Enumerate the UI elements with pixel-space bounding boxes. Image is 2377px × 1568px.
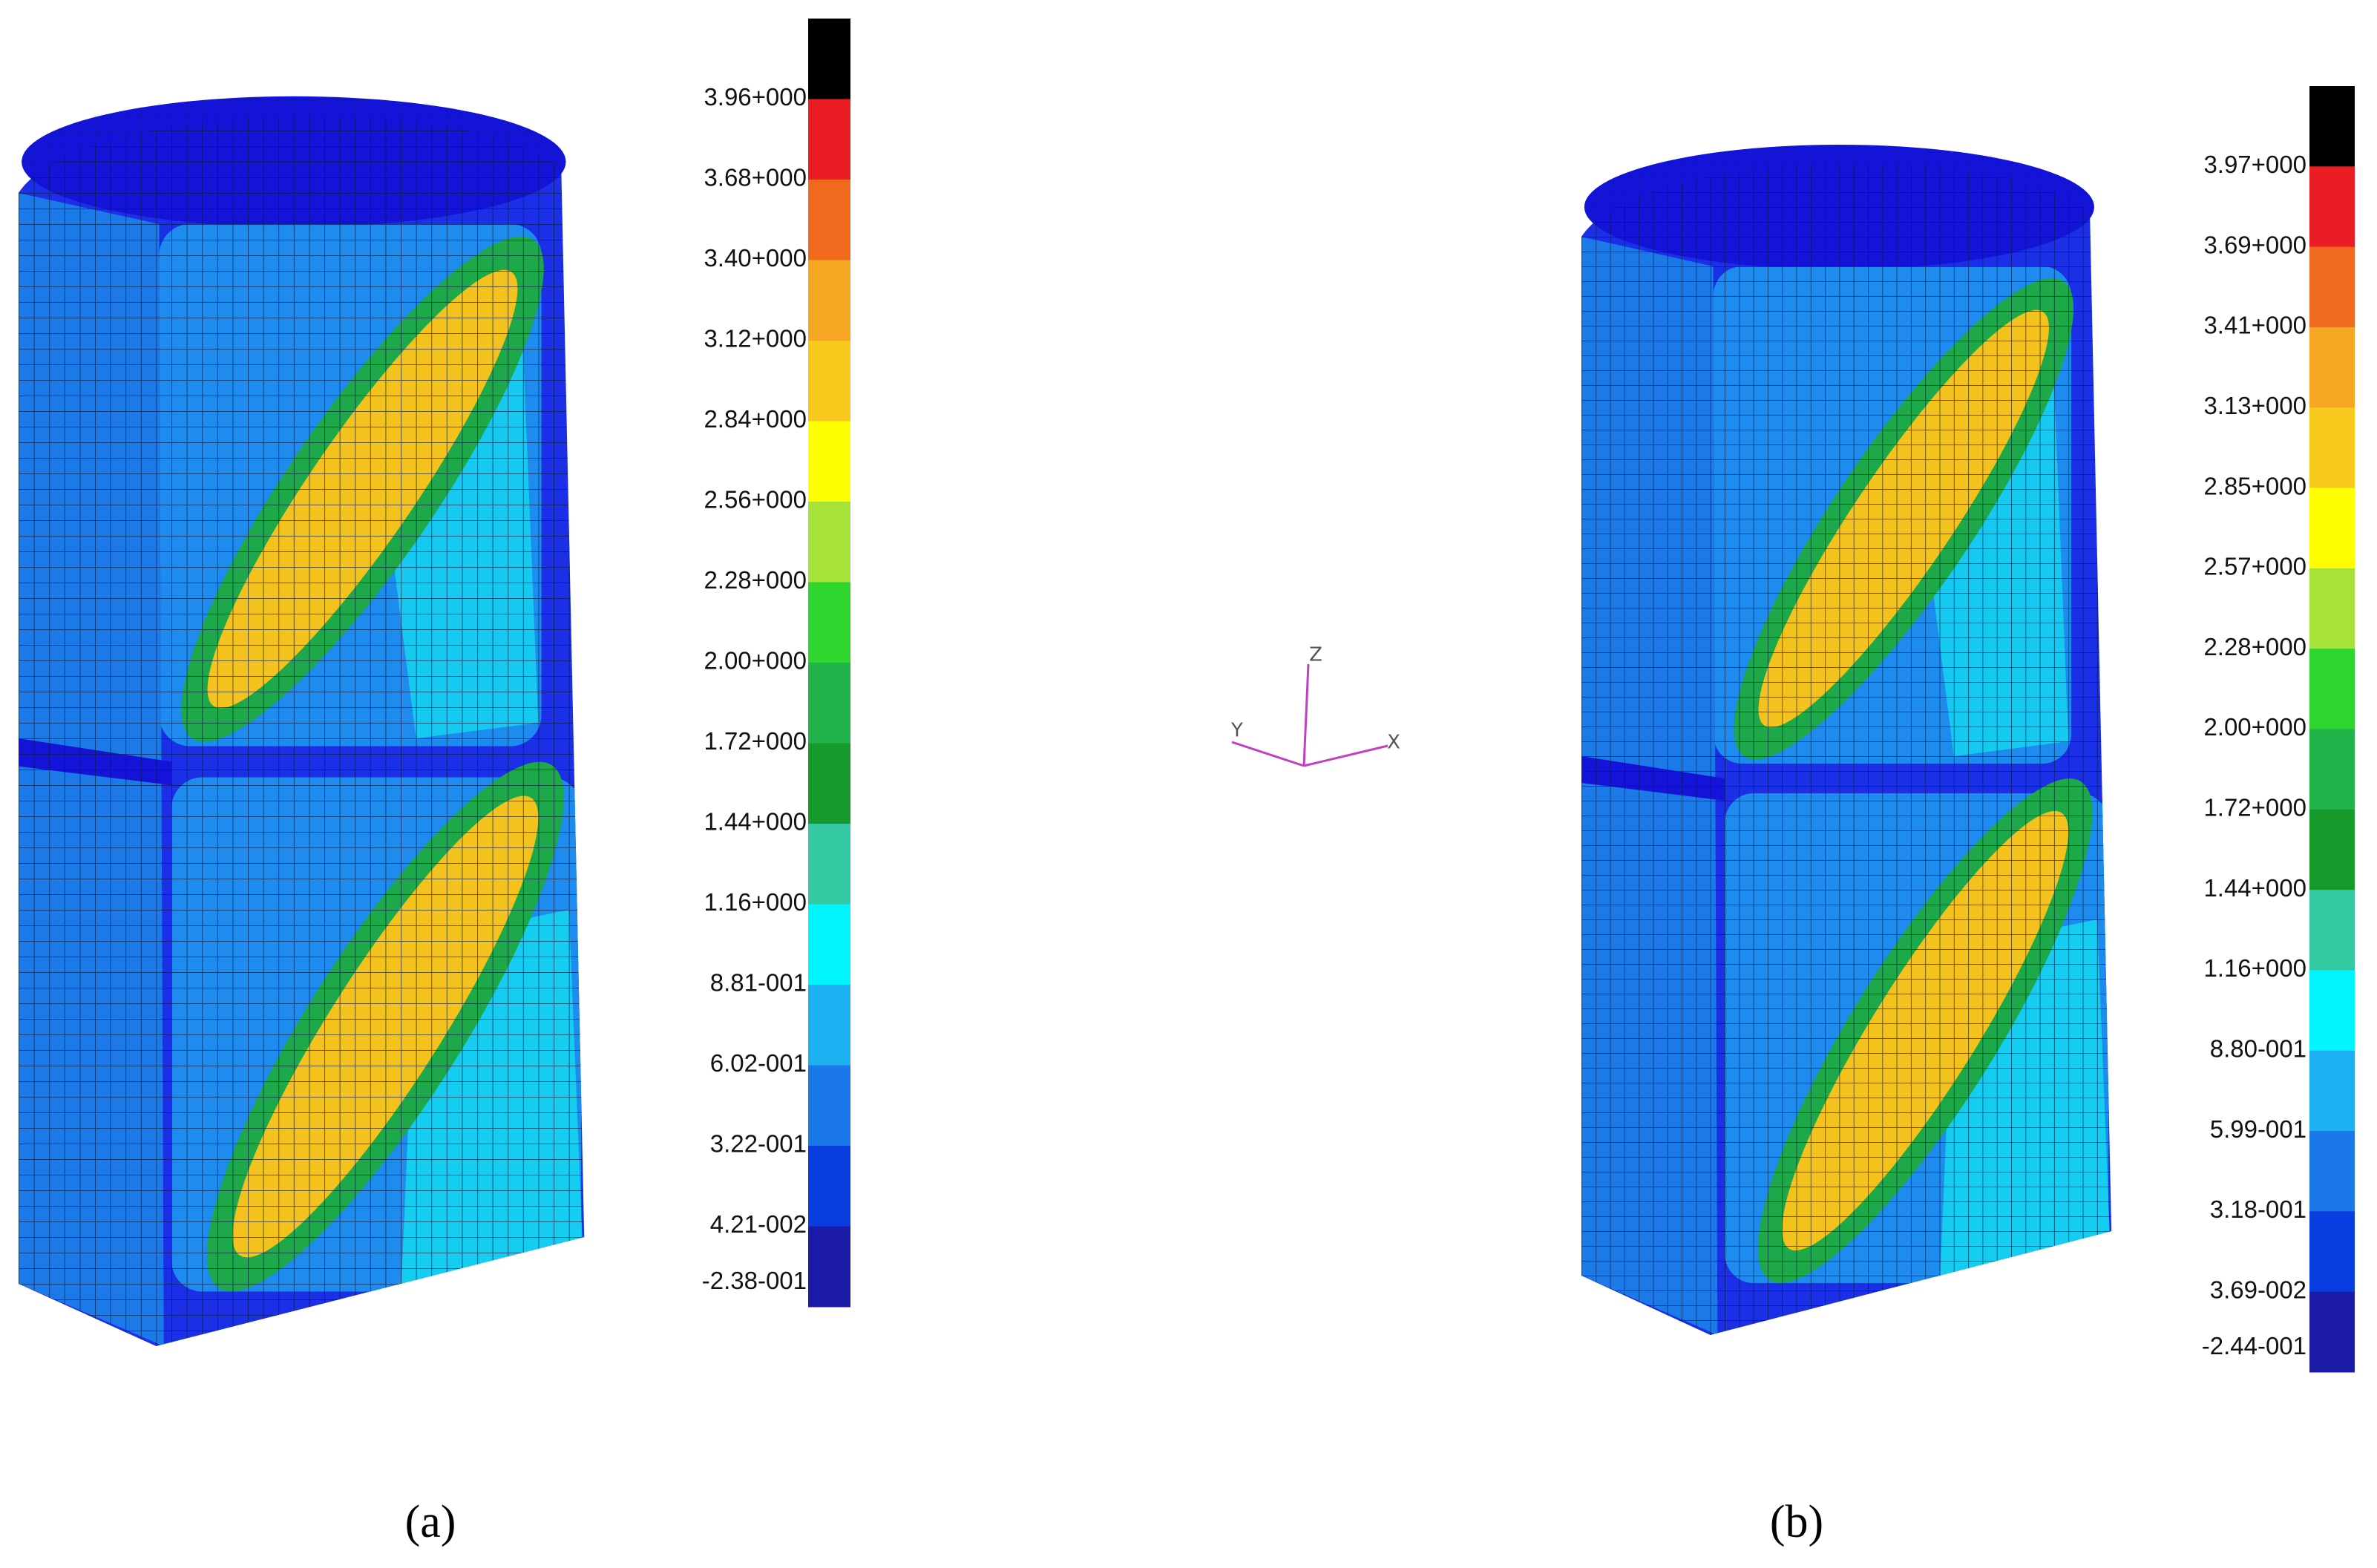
colorbar-segment xyxy=(808,99,850,180)
colorbar-label: 2.84+000 xyxy=(704,405,807,433)
colorbar-label: 5.99-001 xyxy=(2210,1115,2306,1143)
colorbar-label: 3.68+000 xyxy=(704,164,807,191)
colorbar-segment xyxy=(808,824,850,905)
colorbar-segment xyxy=(808,421,850,502)
colorbar-label: -2.38-001 xyxy=(702,1267,807,1294)
colorbar-label: 1.16+000 xyxy=(2203,954,2306,982)
triad-label: Z xyxy=(1309,644,1322,666)
colorbar-label: 2.00+000 xyxy=(704,647,807,675)
colorbar-segment xyxy=(2309,327,2355,408)
colorbar-label: 2.57+000 xyxy=(2203,553,2306,580)
triad-axis xyxy=(1303,744,1389,767)
colorbar-label: 4.21-002 xyxy=(710,1210,807,1238)
triad-label: X xyxy=(1387,732,1400,754)
axis-triad xyxy=(1231,663,1389,767)
colorbar-label: 3.22-001 xyxy=(710,1130,807,1158)
triad-label: Y xyxy=(1230,720,1243,742)
colorbar-segment xyxy=(808,582,850,663)
colorbar-segment xyxy=(808,19,850,99)
colorbar-label: 2.56+000 xyxy=(704,486,807,514)
colorbar-segment xyxy=(808,1226,850,1308)
colorbar-segment xyxy=(2309,729,2355,810)
colorbar-label: 3.40+000 xyxy=(704,244,807,272)
triad-axis xyxy=(1302,663,1310,767)
colorbar-segment xyxy=(2309,1291,2355,1373)
panel-caption: (a) xyxy=(405,1497,456,1547)
colorbar-segment xyxy=(2309,970,2355,1052)
colorbar-segment xyxy=(808,260,850,341)
panel-caption: (b) xyxy=(1770,1497,1823,1547)
colorbar-segment xyxy=(2309,86,2355,167)
colorbar-segment xyxy=(2309,568,2355,649)
colorbar-label: 1.16+000 xyxy=(704,888,807,916)
colorbar-label: 8.81-001 xyxy=(710,969,807,997)
colorbar-label: 6.02-001 xyxy=(710,1049,807,1077)
triad-axis xyxy=(1231,741,1305,767)
colorbar-label: 2.85+000 xyxy=(2203,472,2306,499)
colorbar-label: 3.18-001 xyxy=(2210,1195,2306,1223)
colorbar-segment xyxy=(808,663,850,744)
colorbar-segment xyxy=(808,502,850,583)
colorbar-segment xyxy=(2309,1131,2355,1212)
colorbar-label: 1.44+000 xyxy=(2203,874,2306,902)
colorbar-label: 2.28+000 xyxy=(704,566,807,594)
colorbar-label: 3.96+000 xyxy=(704,83,807,111)
colorbar-label: 2.28+000 xyxy=(2203,633,2306,660)
colorbar-segment xyxy=(2309,890,2355,971)
colorbar-segment xyxy=(808,985,850,1066)
colorbar-segment xyxy=(808,1065,850,1147)
fe-model-b xyxy=(1581,118,2141,1350)
fe-model-a xyxy=(19,68,616,1362)
colorbar-segment xyxy=(808,341,850,421)
colorbar-segment xyxy=(808,180,850,260)
colorbar-label: 3.97+000 xyxy=(2203,151,2306,178)
colorbar-segment xyxy=(2309,809,2355,890)
colorbar-label: 3.69+000 xyxy=(2203,231,2306,258)
colorbar-segment xyxy=(808,904,850,985)
colorbar-label: 8.80-001 xyxy=(2210,1034,2306,1062)
colorbar-segment xyxy=(2309,166,2355,248)
colorbar-label: 1.44+000 xyxy=(704,808,807,836)
colorbar-segment xyxy=(808,1146,850,1227)
colorbar-label: 3.69-002 xyxy=(2210,1276,2306,1303)
colorbar-segment xyxy=(808,743,850,824)
colorbar-segment xyxy=(2309,1050,2355,1132)
colorbar-label: 1.72+000 xyxy=(704,727,807,755)
colorbar-label: 3.13+000 xyxy=(2203,392,2306,419)
colorbar-label: 3.41+000 xyxy=(2203,312,2306,339)
colorbar-segment xyxy=(2309,407,2355,489)
colorbar-label: -2.44-001 xyxy=(2202,1332,2306,1359)
colorbar-segment xyxy=(2309,1211,2355,1293)
colorbar-segment xyxy=(2309,488,2355,569)
colorbar-label: 1.72+000 xyxy=(2203,794,2306,821)
colorbar-segment xyxy=(2309,246,2355,328)
colorbar-segment xyxy=(2309,649,2355,729)
colorbar-label: 2.00+000 xyxy=(2203,713,2306,741)
colorbar-label: 3.12+000 xyxy=(704,325,807,352)
